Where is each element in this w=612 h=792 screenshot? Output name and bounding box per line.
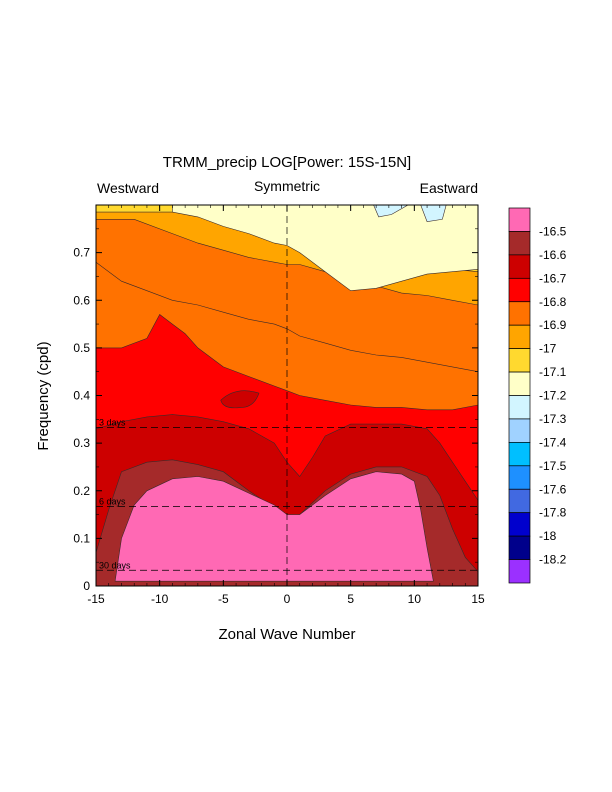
y-tick-label: 0.1 <box>73 531 90 545</box>
colorbar-swatch <box>508 465 531 490</box>
colorbar-label: -17.4 <box>539 435 567 449</box>
colorbar-label: -16.8 <box>539 295 567 309</box>
x-tick-label: 10 <box>408 592 422 606</box>
colorbar-swatch <box>508 512 531 537</box>
contour-band-cream <box>172 205 478 292</box>
contour-patch-lightblue <box>420 205 447 223</box>
y-tick-label: 0.3 <box>73 436 90 450</box>
colorbar-label: -18 <box>539 529 557 543</box>
x-tick-label: -5 <box>218 592 229 606</box>
reference-lines: 3 days 6 days 30 days <box>96 205 478 586</box>
header-label-eastward: Eastward <box>420 180 478 196</box>
contour-band-pink <box>114 471 434 582</box>
colorbar-swatch <box>508 442 531 467</box>
x-axis-label: Zonal Wave Number <box>219 626 356 643</box>
colorbar-swatch <box>508 559 531 584</box>
period-label: 6 days <box>99 496 126 506</box>
y-tick-label: 0.2 <box>73 484 90 498</box>
colorbar-label: -17.6 <box>539 482 567 496</box>
colorbar-label: -17.1 <box>539 365 567 379</box>
colorbar-label: -16.9 <box>539 318 567 332</box>
contour-plot-area <box>96 205 478 586</box>
colorbar-swatch <box>508 207 531 232</box>
colorbar-swatch <box>508 395 531 420</box>
colorbar-swatch <box>508 301 531 326</box>
period-label: 30 days <box>99 560 131 570</box>
colorbar-swatch <box>508 324 531 349</box>
colorbar-swatch <box>508 277 531 303</box>
x-tick-label: 5 <box>347 592 354 606</box>
contour-blob-red <box>220 390 260 409</box>
colorbar-label: -17.5 <box>539 459 567 473</box>
colorbar-swatch <box>508 418 531 443</box>
colorbar-swatch <box>508 488 531 514</box>
y-tick-label: 0.4 <box>73 389 90 403</box>
colorbar-label: -17.3 <box>539 412 567 426</box>
y-tick-label: 0 <box>83 579 90 593</box>
header-label-symmetric: Symmetric <box>254 178 320 194</box>
x-tick-label: 15 <box>471 592 485 606</box>
colorbar-label: -17 <box>539 342 557 356</box>
colorbar: -16.5 -16.6 -16.7 -16.8 -16.9 -17 -17.1 -17.2 -1… <box>508 207 567 584</box>
colorbar-swatch <box>508 254 531 279</box>
y-axis-label: Frequency (cpd) <box>35 341 52 450</box>
x-tick-label: 0 <box>284 592 291 606</box>
x-tick-label: -15 <box>87 592 105 606</box>
colorbar-swatch <box>508 348 531 373</box>
plot-axes: -15 -10 -5 0 5 10 15 0 0.1 0.2 0.3 0.4 0.5 0.6 0.7 <box>73 204 485 606</box>
period-label: 3 days <box>99 417 126 427</box>
colorbar-swatch <box>508 371 531 396</box>
y-tick-label: 0.5 <box>73 341 90 355</box>
colorbar-label: -17.8 <box>539 506 567 520</box>
x-tick-label: -10 <box>151 592 169 606</box>
colorbar-label: -16.5 <box>539 224 567 238</box>
y-tick-label: 0.7 <box>73 246 90 260</box>
colorbar-swatch <box>508 231 531 256</box>
colorbar-swatch <box>508 535 531 560</box>
colorbar-label: -18.2 <box>539 553 567 567</box>
contour-patch-lightblue <box>373 205 409 218</box>
colorbar-label: -16.6 <box>539 248 567 262</box>
colorbar-label: -16.7 <box>539 271 567 285</box>
chart-title: TRMM_precip LOG[Power: 15S-15N] <box>163 154 411 171</box>
colorbar-label: -17.2 <box>539 389 567 403</box>
header-label-westward: Westward <box>97 180 159 196</box>
y-tick-label: 0.6 <box>73 293 90 307</box>
